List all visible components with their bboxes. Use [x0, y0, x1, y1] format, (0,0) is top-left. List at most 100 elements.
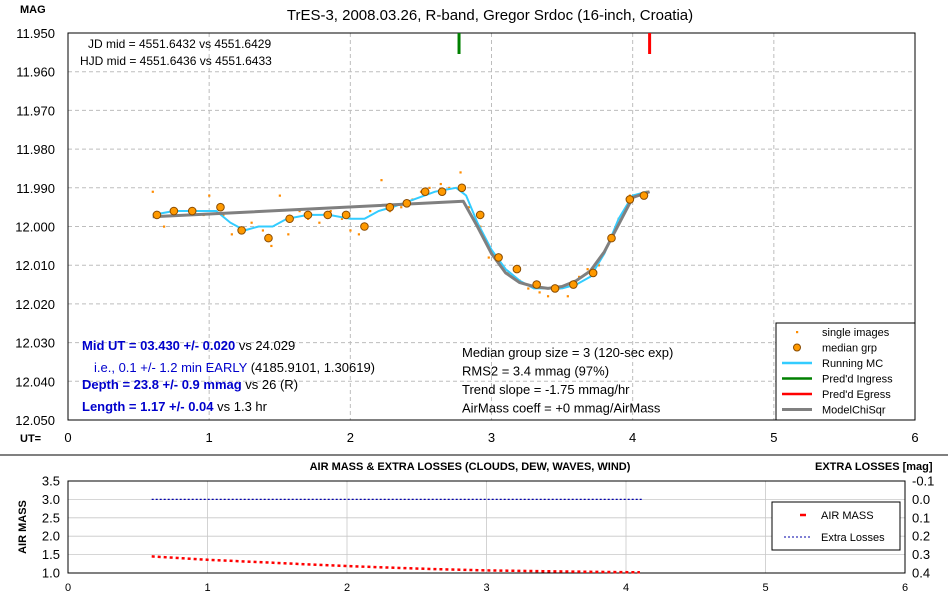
- y-tick-label: 12.000: [15, 220, 55, 235]
- annotation-trend-slope: Trend slope = -1.75 mmag/hr: [462, 382, 630, 397]
- airmass-series: [151, 498, 643, 574]
- y-tick-label: 11.970: [16, 103, 55, 118]
- y-tick-label: 12.050: [15, 413, 55, 428]
- single-image-point: [597, 264, 600, 267]
- airmass-legend-box: [771, 501, 901, 551]
- extra-losses-y-tick-label: 0.0: [912, 492, 930, 507]
- single-image-point: [230, 233, 233, 236]
- median-group-point: [323, 210, 333, 220]
- extra-losses-y-tick-label: -0.1: [912, 474, 934, 489]
- single-image-point: [527, 287, 530, 290]
- median-group-point: [385, 202, 395, 212]
- legend-swatch-median: [793, 343, 801, 352]
- airmass-x-tick-label: 5: [762, 582, 768, 594]
- median-group-point: [550, 284, 560, 293]
- median-group-point: [303, 210, 313, 220]
- median-group-point: [152, 210, 162, 220]
- y-tick-label: 11.960: [16, 65, 55, 80]
- single-image-point: [448, 186, 451, 189]
- legend-label: Running MC: [822, 358, 883, 370]
- y-tick-label: 11.950: [16, 26, 55, 41]
- single-image-point: [250, 221, 253, 224]
- single-image-point: [340, 217, 344, 220]
- median-group-point: [475, 210, 485, 220]
- single-image-point: [270, 244, 273, 248]
- annotation-early: i.e., 0.1 +/- 1.2 min EARLY (4185.9101, …: [94, 360, 375, 375]
- median-group-point: [437, 187, 447, 196]
- single-image-point: [439, 182, 442, 186]
- single-image-point: [467, 206, 471, 209]
- median-group-point: [625, 195, 635, 204]
- x-tick-label: 1: [206, 430, 213, 445]
- annotation-length: Length = 1.17 +/- 0.04 vs 1.3 hr: [82, 399, 268, 414]
- annotation-length-compare: vs 1.3 hr: [214, 399, 268, 414]
- annotation-rms2: RMS2 = 3.4 mmag (97%): [462, 364, 609, 379]
- median-group-point: [588, 268, 598, 278]
- y-tick-label: 11.990: [16, 181, 55, 196]
- light-curve-annotations: JD mid = 4551.6432 vs 4551.6429 HJD mid …: [80, 37, 673, 416]
- extra-losses-y-tick-label: 0.1: [912, 510, 930, 525]
- airmass-legend: AIR MASS Extra Losses: [771, 501, 901, 551]
- median-group-point: [569, 280, 578, 289]
- airmass-plot-frame: [67, 480, 906, 574]
- y-tick-label: 12.040: [15, 374, 55, 389]
- annotation-median-group-size: Median group size = 3 (120-sec exp): [462, 345, 673, 360]
- median-group-point: [341, 210, 351, 220]
- airmass-y-tick-label: 2.0: [42, 529, 60, 544]
- single-image-point: [298, 210, 301, 213]
- single-image-point: [287, 233, 290, 236]
- airmass-x-tick-label: 1: [204, 582, 210, 594]
- x-tick-label: 3: [488, 430, 495, 445]
- extra-losses-y-tick-label: 0.4: [912, 566, 930, 581]
- median-group-point: [169, 206, 179, 216]
- airmass-x-tick-label: 3: [483, 582, 489, 594]
- light-curve-plot-frame: [67, 32, 916, 421]
- model-chisqr-line: [152, 190, 651, 290]
- annotation-jd-mid: JD mid = 4551.6432 vs 4551.6429: [88, 37, 271, 51]
- airmass-x-ticks: 0 1 2 3 4 5 6: [65, 582, 908, 594]
- single-image-point: [566, 295, 569, 298]
- legend-label-airmass: AIR MASS: [821, 510, 874, 522]
- airmass-grid: [68, 481, 905, 573]
- airmass-x-tick-label: 4: [623, 582, 629, 594]
- airmass-x-tick-label: 6: [902, 582, 908, 594]
- median-group-point: [512, 264, 522, 274]
- airmass-y-tick-label: 1.5: [42, 547, 60, 562]
- single-image-point: [151, 190, 154, 193]
- airmass-title: AIR MASS & EXTRA LOSSES (CLOUDS, DEW, WA…: [310, 461, 631, 473]
- median-group-point: [237, 226, 246, 235]
- annotation-mid-ut-value: Mid UT = 03.430 +/- 0.020: [82, 338, 235, 353]
- median-group-point: [639, 191, 649, 200]
- airmass-x-tick-label: 0: [65, 582, 71, 594]
- single-image-point: [538, 291, 541, 294]
- annotation-early-ephemeris: (4185.9101, 1.30619): [247, 360, 375, 375]
- single-image-point: [329, 210, 332, 213]
- single-image-point: [487, 256, 490, 259]
- annotation-depth-compare: vs 26 (R): [242, 377, 298, 392]
- median-group-point: [285, 214, 294, 224]
- x-tick-label: 5: [770, 430, 777, 445]
- single-image-point: [349, 229, 352, 232]
- annotation-length-value: Length = 1.17 +/- 0.04: [82, 399, 214, 414]
- single-image-point: [318, 221, 321, 224]
- light-curve-chart: TrES-3, 2008.03.26, R-band, Gregor Srdoc…: [15, 4, 918, 445]
- median-group-point: [607, 233, 616, 243]
- median-group-point: [216, 202, 225, 212]
- single-image-point: [380, 179, 383, 182]
- legend-box: [775, 322, 916, 421]
- light-curve-series: [151, 33, 652, 298]
- extra-losses-y-tick-label: 0.2: [912, 529, 930, 544]
- airmass-y-tick-label: 3.5: [42, 474, 60, 489]
- y-tick-label: 12.010: [15, 258, 55, 273]
- airmass-axis-label: AIR MASS: [17, 500, 29, 554]
- y-axis-label-mag: MAG: [20, 4, 46, 16]
- airmass-y-tick-label: 2.5: [42, 510, 60, 525]
- legend-label: Pred'd Egress: [822, 389, 891, 401]
- x-axis-label-ut: UT=: [20, 433, 41, 445]
- light-curve-legend: single images median grp Running MC Pred'd …: [775, 322, 916, 421]
- extra-losses-y-tick-label: 0.3: [912, 547, 930, 562]
- light-curve-grid: [68, 33, 915, 420]
- median-group-point: [360, 222, 369, 231]
- median-group-point: [187, 206, 197, 216]
- running-mc-line: [152, 186, 648, 290]
